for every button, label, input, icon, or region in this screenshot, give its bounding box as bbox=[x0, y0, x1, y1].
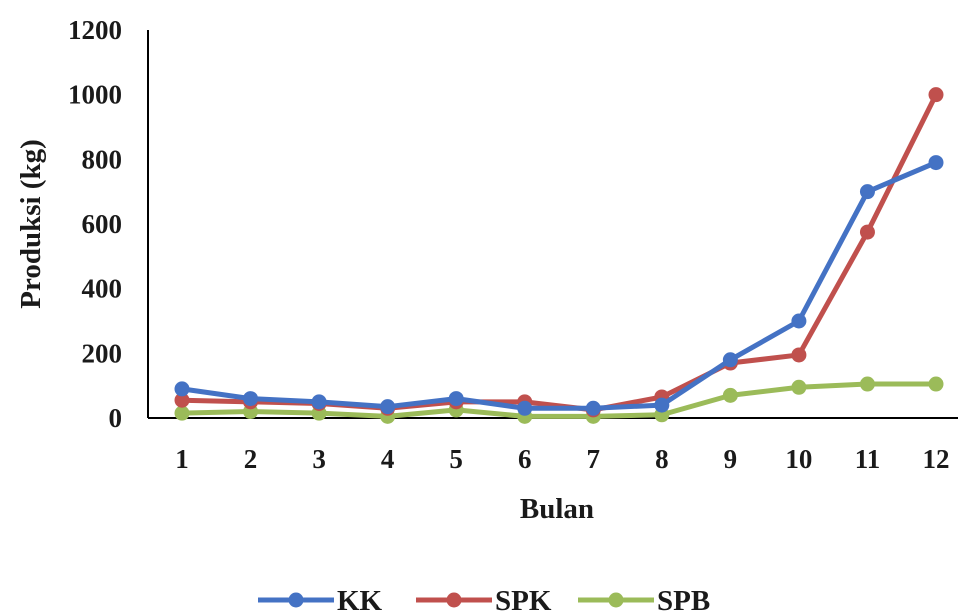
x-tick-label: 11 bbox=[855, 444, 881, 474]
y-axis-title: Produksi (kg) bbox=[15, 139, 47, 308]
data-point-kk bbox=[859, 184, 875, 200]
legend-label-spb: SPB bbox=[657, 585, 710, 612]
x-tick-label: 3 bbox=[312, 444, 326, 474]
y-tick-label: 1200 bbox=[68, 15, 122, 45]
x-tick-label: 10 bbox=[785, 444, 812, 474]
series-kk bbox=[174, 155, 944, 416]
x-tick-label: 8 bbox=[655, 444, 669, 474]
series-layer bbox=[174, 87, 944, 424]
y-tick-labels: 0 200 400 600 800 1000 1200 bbox=[68, 15, 122, 433]
y-tick-label: 1000 bbox=[68, 80, 122, 110]
data-point-kk bbox=[654, 397, 670, 413]
data-point-spb bbox=[928, 376, 944, 392]
legend-item-kk: KK bbox=[258, 585, 383, 612]
data-point-spb bbox=[174, 405, 190, 421]
data-point-kk bbox=[722, 352, 738, 368]
series-spk bbox=[174, 87, 944, 418]
series-line-kk bbox=[179, 160, 939, 411]
x-tick-label: 2 bbox=[244, 444, 258, 474]
legend: KK SPK SPB bbox=[258, 585, 710, 612]
data-point-kk bbox=[928, 155, 944, 171]
data-point-spk bbox=[174, 392, 190, 408]
x-tick-label: 6 bbox=[518, 444, 532, 474]
x-tick-label: 12 bbox=[923, 444, 950, 474]
x-axis-title: Bulan bbox=[520, 493, 594, 525]
y-tick-label: 200 bbox=[82, 338, 123, 368]
data-point-spk bbox=[928, 87, 944, 103]
y-tick-label: 600 bbox=[82, 209, 123, 239]
legend-swatch-marker-kk bbox=[288, 592, 304, 608]
x-tick-label: 1 bbox=[175, 444, 189, 474]
y-tick-label: 0 bbox=[109, 403, 123, 433]
legend-item-spk: SPK bbox=[416, 585, 552, 612]
data-point-kk bbox=[380, 399, 396, 415]
x-tick-label: 5 bbox=[449, 444, 463, 474]
legend-swatch-marker-spb bbox=[608, 592, 624, 608]
legend-item-spb: SPB bbox=[578, 585, 710, 612]
data-point-spk bbox=[791, 347, 807, 363]
data-point-kk bbox=[174, 381, 190, 397]
series-line-spb bbox=[179, 381, 939, 419]
y-tick-label: 400 bbox=[82, 274, 123, 304]
legend-label-kk: KK bbox=[337, 585, 383, 612]
data-point-kk bbox=[517, 400, 533, 416]
axes bbox=[147, 30, 958, 419]
legend-label-spk: SPK bbox=[495, 585, 552, 612]
data-point-kk bbox=[243, 391, 259, 407]
data-point-kk bbox=[791, 313, 807, 329]
x-tick-label: 4 bbox=[381, 444, 395, 474]
data-point-spb bbox=[722, 387, 738, 403]
data-point-kk bbox=[311, 394, 327, 410]
y-tick-label: 800 bbox=[82, 144, 123, 174]
data-point-spb bbox=[791, 379, 807, 395]
x-tick-label: 7 bbox=[587, 444, 601, 474]
data-point-kk bbox=[585, 400, 601, 416]
legend-swatch-marker-spk bbox=[446, 592, 462, 608]
data-point-kk bbox=[448, 391, 464, 407]
x-tick-label: 9 bbox=[724, 444, 738, 474]
series-line-spk bbox=[179, 92, 939, 413]
data-point-spk bbox=[859, 224, 875, 240]
x-tick-labels: 1 2 3 4 5 6 7 8 9 10 11 12 bbox=[175, 444, 949, 474]
data-point-spb bbox=[859, 376, 875, 392]
